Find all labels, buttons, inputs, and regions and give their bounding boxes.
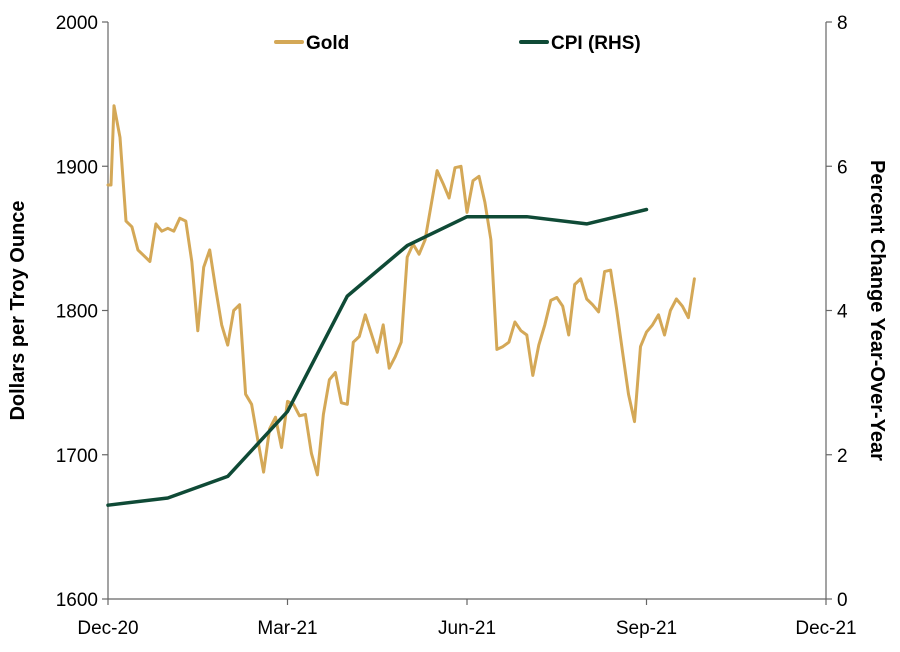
left-axis-title: Dollars per Troy Ounce (7, 200, 29, 420)
x-tick-label: Jun-21 (438, 618, 496, 639)
x-tick-label: Mar-21 (257, 618, 317, 639)
x-tick-label: Sep-21 (616, 618, 677, 639)
right-y-tick-label: 6 (837, 157, 848, 178)
series-layer (106, 104, 696, 507)
labels-layer: 1600 1700 1800 1900 2000 0 2 4 6 8 Dec-20 Mar-21 Jun… (7, 13, 888, 639)
right-axis-title: Percent Change Year-Over-Year (866, 160, 888, 461)
axes-layer (102, 21, 832, 605)
left-y-tick-label: 1700 (56, 446, 98, 467)
legend: Gold CPI (RHS) (274, 33, 641, 54)
left-y-tick-label: 1900 (56, 157, 98, 178)
left-y-tick-label: 1600 (56, 590, 98, 611)
right-y-tick-label: 4 (837, 302, 848, 323)
legend-label-cpi: CPI (RHS) (551, 33, 641, 54)
right-y-tick-label: 2 (837, 446, 848, 467)
x-tick-label: Dec-20 (77, 618, 138, 639)
gold-series-line (106, 104, 696, 477)
left-y-tick-label: 2000 (56, 13, 98, 34)
x-tick-label: Dec-21 (795, 618, 856, 639)
left-y-tick-label: 1800 (56, 302, 98, 323)
right-y-tick-label: 8 (837, 13, 848, 34)
legend-label-gold: Gold (306, 33, 349, 54)
right-y-tick-label: 0 (837, 590, 848, 611)
cpi-series-line (106, 207, 649, 507)
